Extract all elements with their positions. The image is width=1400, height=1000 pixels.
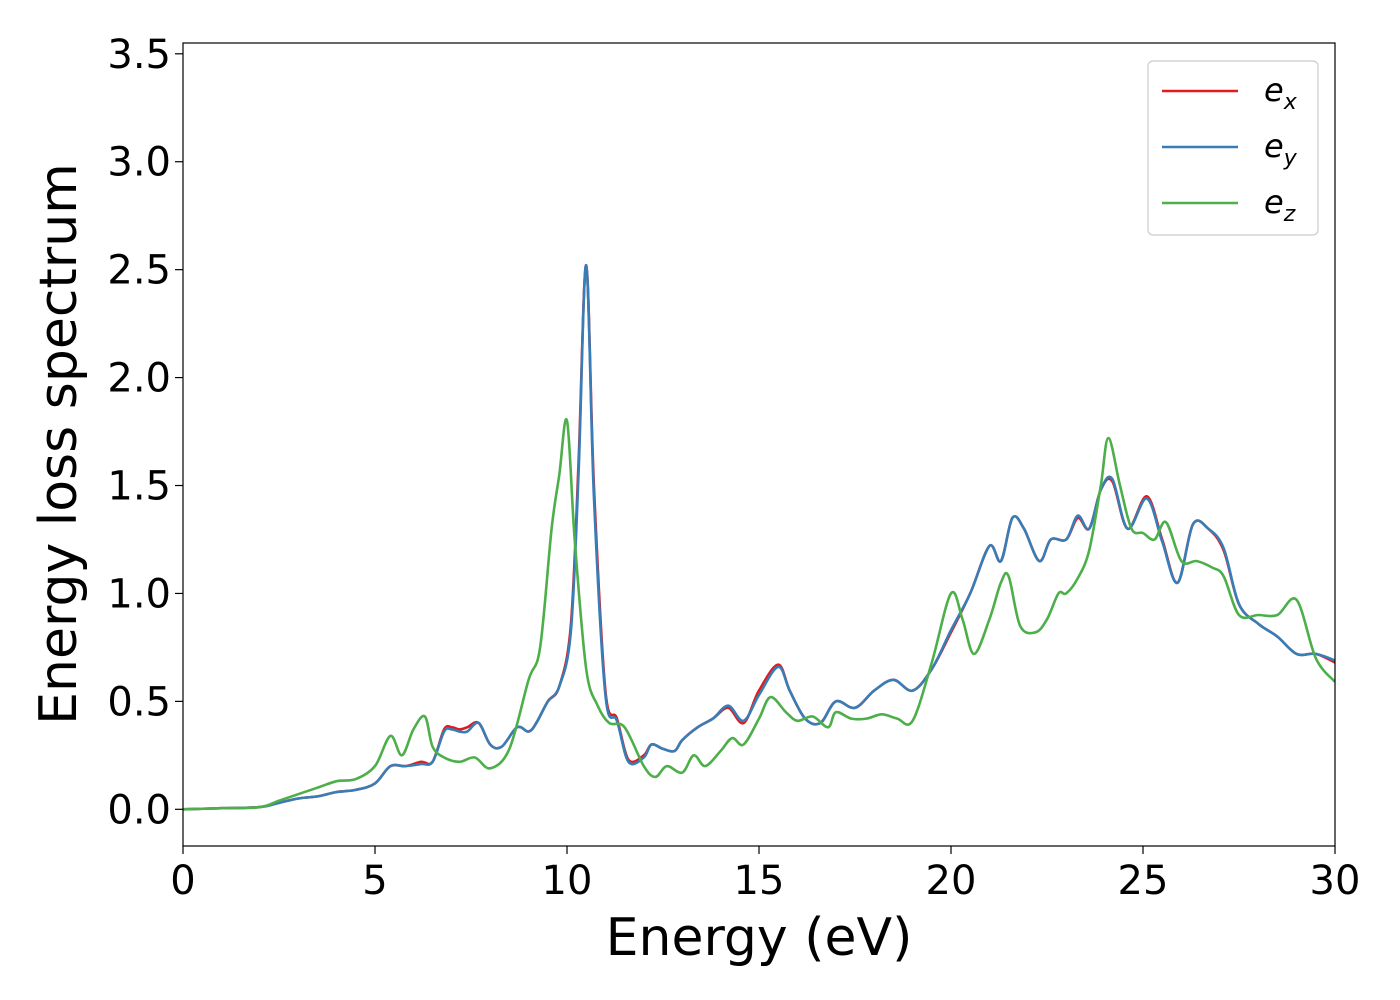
- y-tick-label: 0.5: [107, 679, 171, 725]
- legend: ex ey ez: [1147, 60, 1319, 236]
- legend-label-ez: ez: [1264, 183, 1296, 227]
- y-tick-label: 0.0: [107, 787, 171, 833]
- y-axis-ticks: 0.0 0.5 1.0 1.5 2.0 2.5 3.0 3.5: [107, 32, 183, 833]
- legend-label-ey: ey: [1264, 127, 1298, 171]
- x-tick-label: 20: [926, 858, 977, 904]
- x-tick-label: 15: [734, 858, 785, 904]
- y-tick-label: 1.0: [107, 571, 171, 617]
- x-tick-label: 5: [362, 858, 387, 904]
- x-tick-label: 10: [542, 858, 593, 904]
- legend-label-ex: ex: [1264, 71, 1298, 115]
- x-tick-label: 30: [1310, 858, 1361, 904]
- series-lines: [183, 263, 1335, 811]
- x-tick-label: 0: [170, 858, 195, 904]
- y-tick-label: 3.5: [107, 32, 171, 78]
- y-tick-label: 1.5: [107, 464, 171, 510]
- y-axis-label: Energy loss spectrum: [29, 163, 89, 725]
- x-tick-label: 25: [1118, 858, 1169, 904]
- x-axis-label: Energy (eV): [606, 908, 913, 968]
- x-axis-ticks: 0 5 10 15 20 25 30: [170, 846, 1360, 904]
- y-tick-label: 2.5: [107, 248, 171, 294]
- series-line-ez: [183, 417, 1335, 811]
- series-line-ey: [183, 263, 1335, 811]
- y-tick-label: 3.0: [107, 140, 171, 186]
- y-tick-label: 2.0: [107, 356, 171, 402]
